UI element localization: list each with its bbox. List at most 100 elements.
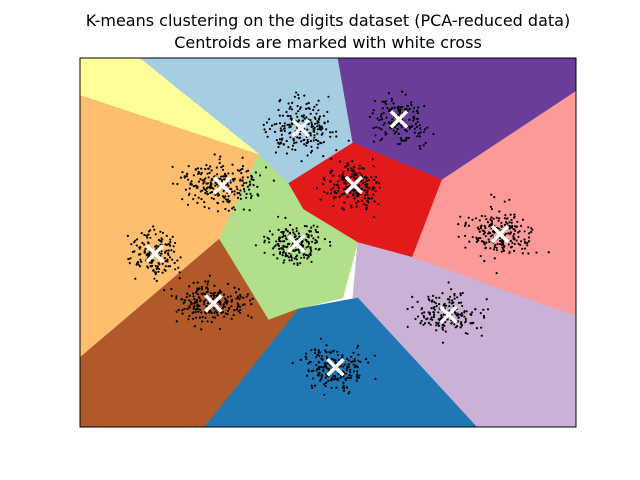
data-point [313, 384, 317, 387]
data-point [410, 103, 413, 106]
data-point [352, 170, 355, 173]
data-point [194, 194, 197, 197]
data-point [466, 332, 469, 335]
data-point [146, 236, 149, 239]
data-point [330, 386, 333, 389]
data-point [206, 193, 209, 196]
data-point [315, 241, 318, 244]
data-point [431, 299, 434, 302]
data-point [306, 138, 309, 142]
data-point [513, 249, 516, 252]
data-point [422, 130, 425, 134]
data-point [283, 129, 286, 132]
data-point [427, 321, 430, 324]
data-point [343, 387, 346, 390]
data-point [307, 101, 310, 105]
data-point [306, 374, 309, 377]
data-point [146, 254, 149, 257]
data-point [230, 305, 233, 308]
data-point [235, 308, 239, 311]
data-point [188, 299, 191, 302]
data-point [341, 174, 344, 177]
centroid-cross-icon [389, 110, 409, 129]
data-point [391, 118, 394, 121]
data-point [218, 289, 221, 292]
data-point [498, 217, 501, 220]
data-point [140, 260, 143, 263]
data-point [178, 271, 181, 274]
data-point [268, 230, 271, 233]
data-point [212, 187, 215, 190]
data-point [399, 137, 403, 140]
data-point [233, 208, 236, 211]
data-point [526, 241, 529, 244]
data-point [284, 252, 287, 255]
data-point [446, 318, 449, 321]
data-point [349, 191, 352, 194]
data-point [347, 359, 350, 362]
data-point [322, 176, 325, 179]
data-point [481, 229, 484, 232]
data-point [139, 258, 142, 261]
data-point [227, 195, 230, 198]
data-point [281, 124, 284, 128]
data-point [236, 305, 239, 308]
data-point [248, 184, 251, 187]
data-point [474, 308, 477, 311]
data-point [391, 106, 394, 110]
data-point [338, 160, 341, 163]
data-point [323, 383, 326, 386]
data-point [317, 109, 320, 112]
data-point [309, 112, 312, 115]
data-point [406, 325, 409, 328]
data-point [160, 237, 163, 240]
data-point [302, 115, 305, 119]
data-point [210, 196, 213, 200]
data-point [352, 351, 355, 354]
data-point [343, 363, 346, 366]
data-point [292, 249, 295, 253]
data-point [344, 372, 348, 375]
data-point [247, 169, 250, 172]
data-point [305, 107, 308, 110]
data-point [414, 122, 417, 126]
data-point [347, 163, 350, 166]
data-point [326, 120, 329, 123]
data-point [153, 228, 156, 231]
data-point [400, 126, 403, 129]
data-point [135, 263, 138, 266]
data-point [353, 174, 356, 177]
data-point [174, 268, 177, 271]
data-point [380, 137, 384, 140]
data-point [313, 105, 316, 108]
data-point [345, 369, 348, 372]
data-point [187, 165, 190, 168]
data-point [241, 303, 244, 306]
data-point [460, 323, 463, 326]
data-point [161, 231, 165, 234]
data-point [344, 181, 347, 184]
data-point [283, 122, 286, 125]
data-point [310, 125, 313, 129]
data-point [218, 327, 221, 331]
data-point [422, 314, 425, 317]
data-point [361, 182, 364, 185]
data-point [232, 206, 235, 209]
data-point [268, 127, 272, 131]
data-point [325, 381, 328, 384]
data-point [280, 231, 283, 234]
data-point [290, 256, 293, 259]
data-point [448, 305, 451, 308]
data-point [170, 249, 173, 252]
data-point [464, 221, 467, 224]
data-point [178, 277, 181, 280]
data-point [198, 304, 201, 307]
data-point [503, 200, 506, 203]
data-point [209, 187, 212, 190]
data-point [483, 225, 486, 228]
data-point [203, 178, 206, 181]
data-point [169, 238, 172, 241]
data-point [386, 106, 389, 110]
data-point [312, 108, 315, 112]
data-point [422, 144, 425, 147]
